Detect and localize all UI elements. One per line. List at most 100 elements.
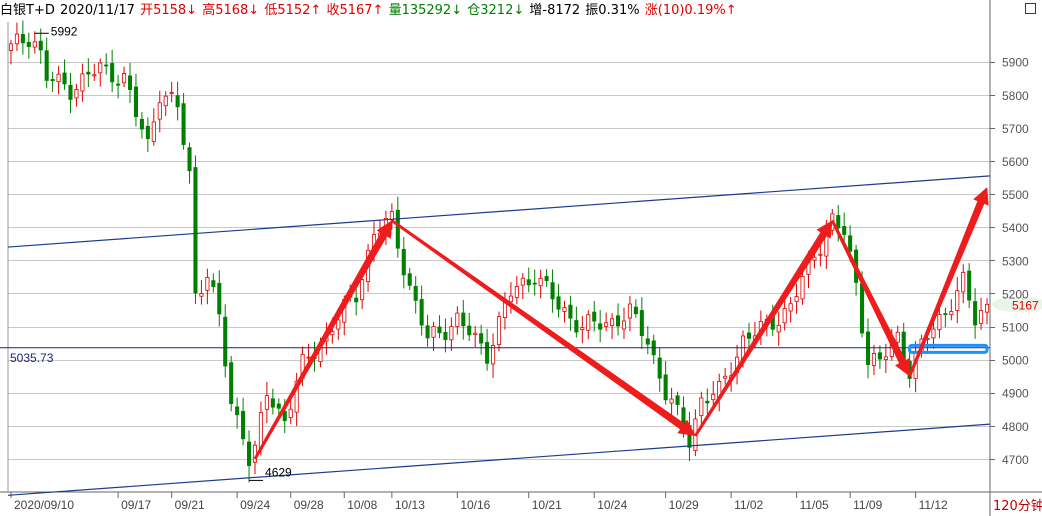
candle-body xyxy=(86,71,91,75)
candle-body xyxy=(246,441,252,466)
xtick-label: 11/02 xyxy=(734,498,763,512)
candle-body xyxy=(116,83,121,86)
candle-body xyxy=(461,312,466,327)
ytick-label: 5000 xyxy=(1002,354,1029,368)
candle-body xyxy=(520,277,525,286)
candle-body xyxy=(526,279,531,286)
open-price: 开5158↓ xyxy=(140,3,198,18)
candle-body xyxy=(145,125,150,139)
candle-body xyxy=(217,282,222,315)
annotation-label: 5992 xyxy=(51,24,78,38)
labels: 4700 4800 4900 5000 5100 5200 5300 5400 5500 5600… xyxy=(10,24,1042,514)
candle-body xyxy=(455,312,460,327)
last-price-badge xyxy=(992,296,1042,313)
candle-body xyxy=(699,397,704,417)
candle-body xyxy=(306,356,311,359)
candle-body xyxy=(241,411,246,440)
candle-body xyxy=(746,332,752,339)
xtick-label: 09/28 xyxy=(294,498,324,512)
candle-body xyxy=(776,324,781,333)
candle-body xyxy=(645,338,650,345)
candle-body xyxy=(122,73,127,84)
ytick-label: 4900 xyxy=(1002,387,1029,401)
candle-body xyxy=(38,40,43,51)
ytick-label: 4700 xyxy=(1002,453,1029,467)
candle-body xyxy=(848,235,853,252)
change-percent: 涨(10)0.19%↑ xyxy=(644,3,737,18)
candle-body xyxy=(556,296,561,310)
candle-body xyxy=(163,95,168,107)
candle-body xyxy=(127,75,133,90)
candle-body xyxy=(800,276,805,300)
xtick-label: 10/21 xyxy=(532,498,562,512)
xtick-label: 10/16 xyxy=(460,498,490,512)
candle-body xyxy=(223,316,228,367)
xtick-label: 2020/09/10 xyxy=(14,498,74,512)
candle-body xyxy=(336,319,341,330)
candle-body xyxy=(705,400,710,404)
open-interest: 仓3212↓ xyxy=(467,3,525,18)
candle-body xyxy=(580,327,585,331)
candle-body xyxy=(973,301,978,326)
xtick-label: 09/24 xyxy=(240,498,270,512)
candle-body xyxy=(92,74,97,77)
ytick-label: 5200 xyxy=(1002,287,1029,301)
support-line-label: 5035.73 xyxy=(10,351,54,365)
trend-arrow-5 xyxy=(908,186,989,377)
candle-body xyxy=(229,362,234,404)
candle-body xyxy=(598,323,603,330)
xtick-label: 10/29 xyxy=(669,498,699,512)
candle-body xyxy=(419,299,424,326)
candle-body xyxy=(657,357,662,379)
candle-body xyxy=(883,356,888,361)
candle-body xyxy=(550,282,555,300)
amplitude: 振0.31% xyxy=(585,3,640,18)
ytick-label: 5800 xyxy=(1002,89,1029,103)
ytick-label: 5700 xyxy=(1002,122,1029,136)
candle-body xyxy=(20,33,25,44)
candle-body xyxy=(669,398,674,404)
candle-body xyxy=(473,332,478,335)
xtick-label: 10/13 xyxy=(395,498,425,512)
ytick-label: 4800 xyxy=(1002,420,1029,434)
candle-body xyxy=(401,249,406,276)
candle-body xyxy=(56,73,61,83)
candle-body xyxy=(895,331,900,343)
candle-body xyxy=(151,121,156,142)
candle-body xyxy=(961,271,966,293)
candle-body xyxy=(544,276,549,282)
candle-body xyxy=(621,320,627,330)
candle-body xyxy=(508,295,513,303)
last-price-label: 5167 xyxy=(1012,298,1039,312)
ytick-label: 5500 xyxy=(1002,188,1029,202)
candle-body xyxy=(574,320,579,333)
candle-body xyxy=(330,331,335,336)
candle-body xyxy=(264,395,269,410)
candle-body xyxy=(871,353,876,366)
low-price: 低5152↑ xyxy=(264,3,322,18)
window-restore-icon[interactable] xyxy=(1025,3,1036,14)
candle-body xyxy=(794,296,799,302)
candle-body xyxy=(610,318,615,327)
candle-body xyxy=(98,62,103,74)
channel-line-2 xyxy=(7,423,991,496)
candle-body xyxy=(139,118,144,130)
xtick-label: 11/05 xyxy=(800,498,829,512)
candle-body xyxy=(110,63,115,83)
candle-body xyxy=(44,50,49,81)
candle-body xyxy=(211,280,216,288)
candle-body xyxy=(276,403,281,409)
increase: 增-8172 xyxy=(529,3,581,18)
candle-body xyxy=(360,279,365,301)
candle-body xyxy=(205,276,210,291)
xtick-label: 10/08 xyxy=(347,498,377,512)
highlight-box xyxy=(908,343,989,354)
candle-body xyxy=(14,33,19,45)
annotation-label: 4629 xyxy=(265,465,292,479)
candle-body xyxy=(842,226,847,235)
candle-body xyxy=(568,304,573,319)
xtick-label: 11/09 xyxy=(853,498,882,512)
candle-body xyxy=(639,310,644,337)
